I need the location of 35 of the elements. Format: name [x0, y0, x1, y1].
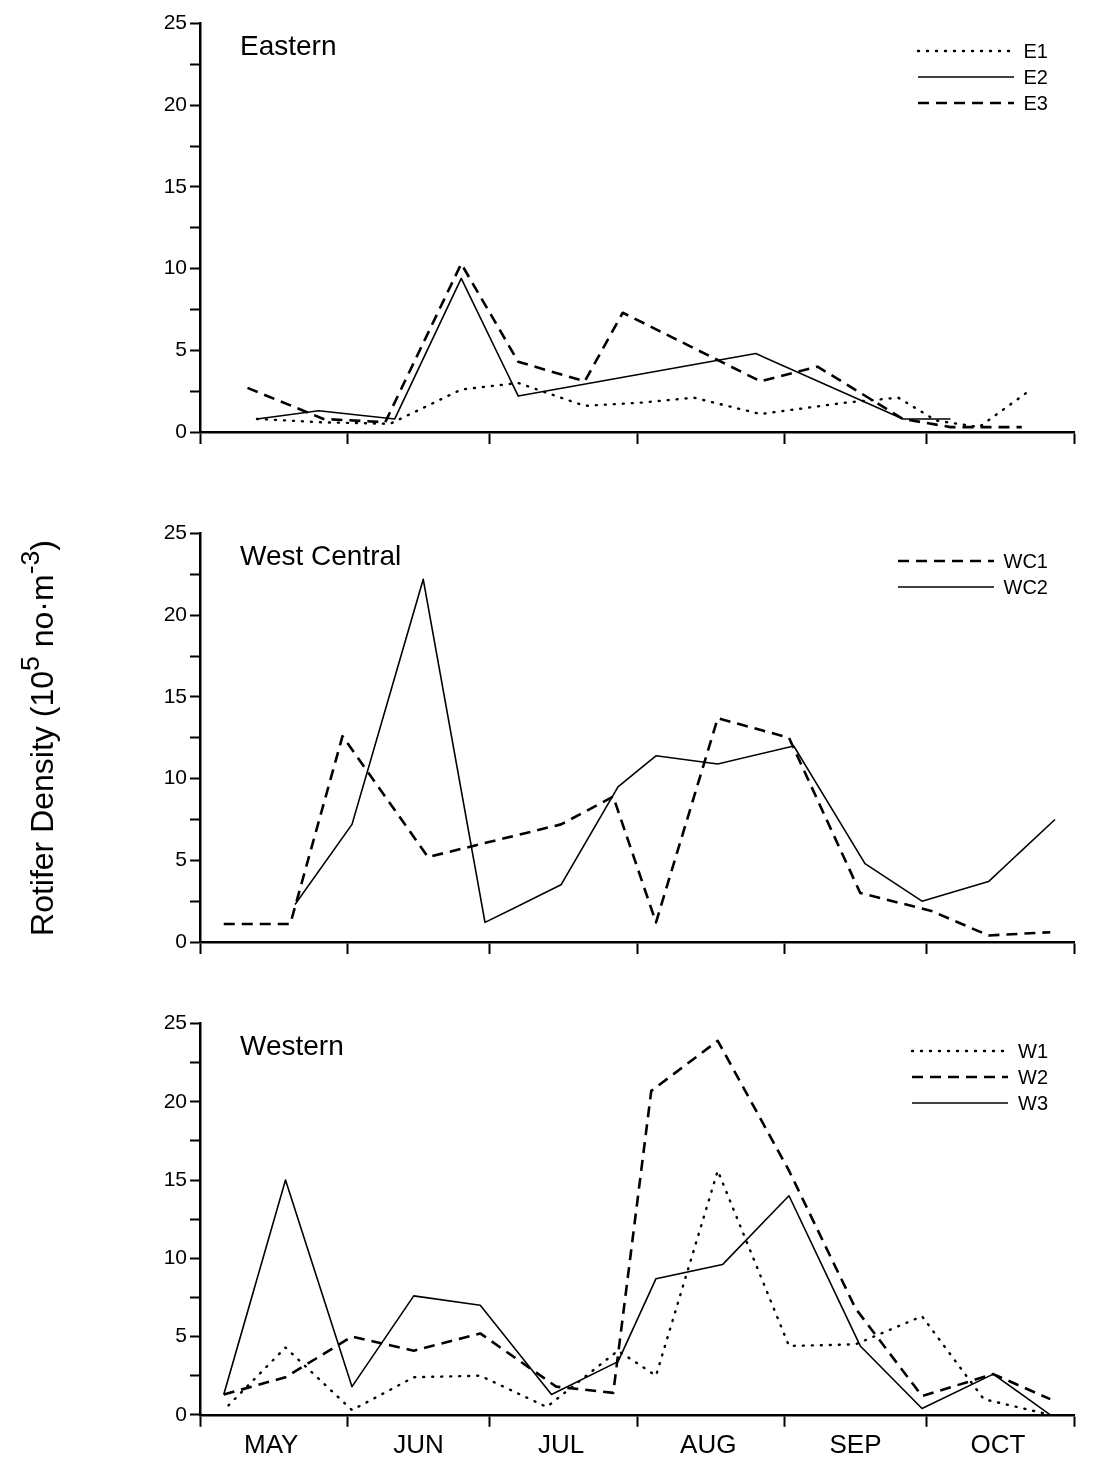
y-tick-label: 25	[163, 10, 187, 34]
y-tick-label: 5	[175, 1323, 187, 1347]
legend-label: WC1	[1003, 549, 1048, 573]
y-tick-label: 10	[163, 255, 187, 279]
y-tick-label: 5	[175, 847, 187, 871]
y-tick-label: 15	[163, 173, 187, 197]
y-tick-label: 10	[163, 765, 187, 789]
chart-title: West Central	[240, 540, 402, 572]
y-tick-label: 25	[163, 1010, 187, 1034]
y-tick-label: 15	[163, 1166, 187, 1190]
x-tick-label: AUG	[680, 1428, 737, 1459]
chart-title: Western	[240, 1030, 344, 1062]
x-tick-label: JUL	[537, 1428, 585, 1459]
y-tick-label: 25	[163, 520, 187, 544]
y-tick-label: 5	[175, 337, 187, 361]
y-tick-label: 20	[163, 92, 187, 116]
legend-label: E2	[1023, 65, 1048, 89]
x-tick-label: OCT	[970, 1428, 1026, 1459]
y-tick-label: 10	[163, 1245, 187, 1269]
legend-label: WC2	[1003, 575, 1048, 599]
legend-label: E1	[1023, 39, 1048, 63]
x-tick-label: SEP	[829, 1428, 882, 1459]
y-tick-label: 0	[175, 1401, 187, 1425]
y-tick-label: 0	[175, 928, 187, 952]
legend-label: W1	[1018, 1039, 1048, 1063]
chart-title: Eastern	[240, 30, 337, 62]
y-tick-label: 0	[175, 418, 187, 442]
legend-label: W2	[1018, 1065, 1048, 1089]
legend-label: W3	[1018, 1091, 1048, 1115]
x-tick-label: MAY	[244, 1428, 299, 1459]
y-tick-label: 20	[163, 602, 187, 626]
y-tick-label: 15	[163, 683, 187, 707]
x-tick-label: JUN	[393, 1428, 444, 1459]
y-tick-label: 20	[163, 1088, 187, 1112]
legend-label: E3	[1023, 91, 1048, 115]
